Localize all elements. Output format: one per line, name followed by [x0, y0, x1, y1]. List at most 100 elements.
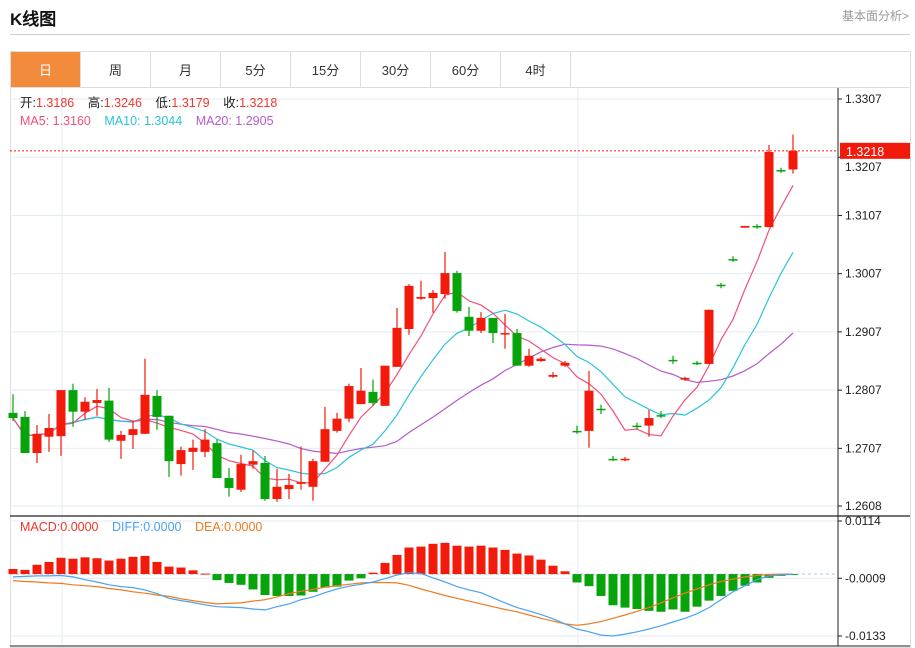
macd-bar	[584, 574, 594, 587]
macd-bar	[440, 542, 450, 575]
candle-down	[104, 400, 114, 440]
candle-up	[416, 296, 426, 299]
macd-bar	[104, 560, 114, 575]
macd-bar	[164, 566, 174, 575]
candle-down	[260, 462, 270, 500]
macd-bar	[224, 574, 234, 583]
price-tick-label: 1.3007	[845, 267, 882, 281]
candle-up	[248, 461, 258, 465]
candle-down	[452, 273, 462, 311]
macd-bar	[344, 574, 354, 581]
candle-up	[80, 401, 90, 412]
fundamental-analysis-link[interactable]: 基本面分析>	[841, 9, 909, 23]
macd-bar	[68, 558, 78, 575]
price-tick-label: 1.2608	[845, 499, 882, 513]
macd-bar	[368, 572, 378, 575]
tab-4hour[interactable]: 4时	[501, 52, 571, 87]
candle-up	[548, 374, 558, 377]
open-value: 1.3186	[35, 96, 75, 110]
macd-bar	[692, 574, 702, 607]
dea-value: DEA:0.0000	[194, 520, 263, 534]
tab-15min[interactable]: 15分	[291, 52, 361, 87]
candle-up	[500, 333, 510, 335]
candle-down	[572, 430, 582, 433]
candle-up	[308, 461, 318, 487]
tab-60min[interactable]: 60分	[431, 52, 501, 87]
candle-up	[740, 225, 750, 228]
macd-bar	[356, 574, 366, 579]
candle-down	[776, 170, 786, 172]
dea-line	[12, 573, 793, 626]
macd-bar	[560, 571, 570, 575]
candle-down	[716, 284, 726, 287]
macd-bar	[668, 574, 678, 610]
macd-bar	[20, 569, 30, 575]
candle-up	[392, 327, 402, 367]
macd-bar	[572, 574, 582, 583]
ohlc-legend: 开:1.3186 高:1.3246 低:1.3179 收:1.3218	[20, 96, 277, 111]
candle-up	[200, 439, 210, 452]
tab-day[interactable]: 日	[11, 52, 81, 87]
macd-bar	[272, 574, 282, 596]
macd-value: MACD:0.0000	[20, 520, 99, 534]
macd-bar	[740, 574, 750, 586]
tab-month[interactable]: 月	[151, 52, 221, 87]
macd-bar	[392, 554, 402, 575]
macd-bar	[752, 574, 762, 583]
candle-up	[188, 447, 198, 452]
macd-bar	[332, 574, 342, 587]
candle-down	[68, 390, 78, 412]
high-value: 1.3246	[103, 96, 142, 110]
macd-bar	[728, 574, 738, 591]
candle-up	[344, 386, 354, 419]
candle-down	[152, 395, 162, 417]
candle-up	[92, 400, 102, 403]
macd-bar	[428, 543, 438, 575]
macd-legend: MACD:0.0000 DIFF:0.0000 DEA:0.0000	[20, 520, 262, 535]
macd-bar	[656, 574, 666, 612]
tab-30min[interactable]: 30分	[361, 52, 431, 87]
macd-bar	[200, 573, 210, 575]
macd-bar	[644, 574, 654, 611]
candle-up	[176, 450, 186, 465]
candle-up	[764, 151, 774, 228]
macd-tick-label: 0.0114	[845, 514, 881, 528]
ma20-value: MA20: 1.2905	[195, 114, 274, 128]
candle-up	[116, 434, 126, 441]
macd-bar	[488, 547, 498, 575]
macd-bar	[44, 561, 54, 575]
candle-up	[620, 458, 630, 461]
tab-5min[interactable]: 5分	[221, 52, 291, 87]
macd-bar	[308, 574, 318, 592]
macd-tick-label: -0.0133	[845, 629, 886, 643]
macd-bar	[536, 559, 546, 575]
macd-bar	[632, 574, 642, 609]
candle-down	[692, 362, 702, 365]
ma5-line	[12, 185, 794, 484]
candle-up	[380, 365, 390, 406]
candle-down	[488, 317, 498, 334]
macd-bar	[548, 565, 558, 575]
candle-down	[668, 359, 678, 362]
macd-tick-label: -0.0009	[845, 571, 886, 585]
macd-bar	[500, 549, 510, 575]
macd-bar	[260, 574, 270, 596]
tab-week[interactable]: 周	[81, 52, 151, 87]
candle-up	[440, 273, 450, 295]
candle-down	[224, 478, 234, 488]
candle-up	[236, 464, 246, 490]
candle-up	[296, 482, 306, 484]
macd-bar	[116, 558, 126, 575]
macd-bar	[524, 555, 534, 575]
current-price-label: 1.3218	[846, 145, 884, 159]
candle-down	[512, 333, 522, 366]
candle-down	[212, 443, 222, 479]
candle-up	[272, 486, 282, 500]
price-tick-label: 1.2807	[845, 383, 882, 397]
candle-down	[596, 408, 606, 411]
candle-up	[284, 485, 294, 490]
period-tabs: 日 周 月 5分 15分 30分 60分 4时	[11, 52, 909, 88]
candle-down	[728, 259, 738, 261]
macd-bar	[152, 561, 162, 575]
